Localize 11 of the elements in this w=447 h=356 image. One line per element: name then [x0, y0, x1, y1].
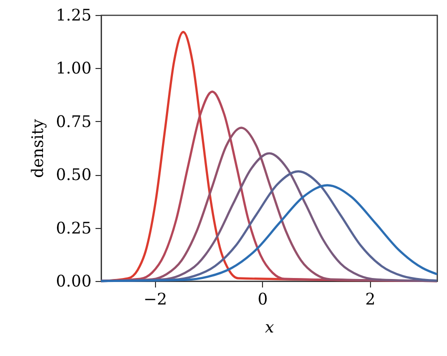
x-tick-label: 2 [365, 290, 376, 308]
y-tick-label: 1.25 [56, 6, 92, 24]
y-tick-label: 0.75 [56, 112, 92, 131]
y-tick-label: 0.50 [56, 165, 92, 184]
y-tick-label: 0.25 [56, 218, 92, 238]
x-tick-label: −2 [143, 290, 168, 308]
x-axis-title: x [264, 318, 274, 336]
y-axis-title: density [28, 119, 47, 178]
y-tick-label: 0.00 [56, 272, 92, 290]
x-tick-label: 0 [258, 290, 268, 308]
y-tick-label: 1.00 [56, 58, 92, 78]
